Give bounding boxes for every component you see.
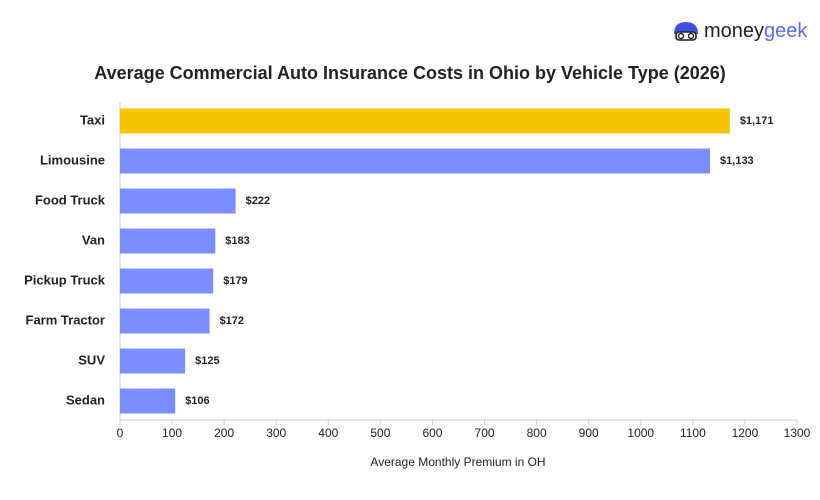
bar — [120, 108, 730, 134]
logo-icon — [674, 22, 698, 41]
y-tick-label: Food Truck — [35, 192, 106, 207]
x-tick-label: 100 — [162, 426, 182, 440]
bar — [120, 268, 214, 294]
x-tick-label: 400 — [318, 426, 338, 440]
value-label: $106 — [185, 395, 209, 407]
y-tick-label: Pickup Truck — [24, 272, 106, 287]
x-tick-label: 300 — [266, 426, 286, 440]
x-tick-label: 200 — [214, 426, 234, 440]
x-tick-label: 500 — [370, 426, 390, 440]
x-axis-label: Average Monthly Premium in OH — [370, 455, 545, 469]
bar — [120, 148, 711, 174]
value-label: $1,171 — [740, 115, 774, 127]
x-tick-label: 1100 — [680, 426, 706, 440]
x-tick-label: 800 — [527, 426, 547, 440]
logo-geek: geek — [764, 20, 808, 42]
bar — [120, 388, 176, 414]
logo-text: moneygeek — [704, 20, 808, 42]
value-label: $1,133 — [720, 155, 754, 167]
x-tick-label: 0 — [117, 426, 124, 440]
x-tick-label: 600 — [422, 426, 442, 440]
value-label: $183 — [225, 235, 249, 247]
x-tick-label: 700 — [475, 426, 495, 440]
x-tick-label: 900 — [579, 426, 599, 440]
y-tick-label: SUV — [78, 352, 105, 367]
value-label: $125 — [195, 355, 219, 367]
value-label: $179 — [223, 275, 247, 287]
x-tick-label: 1000 — [627, 426, 654, 440]
y-tick-label: Sedan — [66, 392, 105, 407]
bar — [120, 308, 210, 334]
y-tick-label: Taxi — [80, 112, 105, 127]
bar — [120, 348, 186, 374]
bar — [120, 188, 236, 214]
x-tick-label: 1200 — [732, 426, 759, 440]
value-label: $222 — [246, 195, 270, 207]
logo-money: money — [704, 20, 764, 42]
bar — [120, 228, 216, 254]
x-tick-label: 1300 — [784, 426, 811, 440]
y-tick-label: Limousine — [40, 152, 105, 167]
value-label: $172 — [220, 315, 244, 327]
y-tick-label: Van — [82, 232, 105, 247]
chart-title: Average Commercial Auto Insurance Costs … — [94, 63, 726, 83]
y-tick-label: Farm Tractor — [26, 312, 105, 327]
